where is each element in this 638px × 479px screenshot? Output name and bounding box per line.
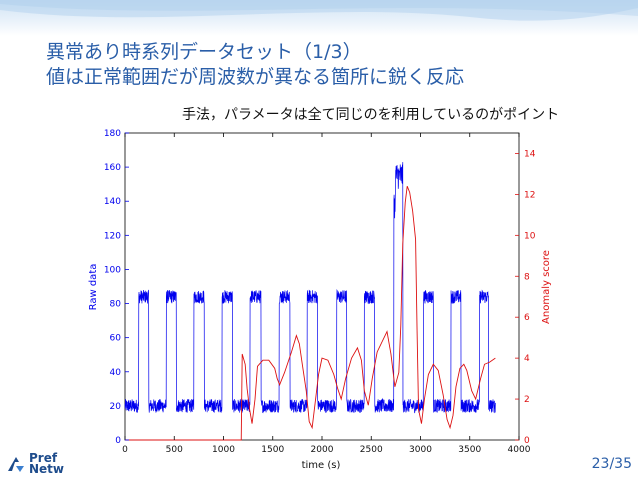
logo-text-line-2: Netw: [29, 462, 65, 476]
slide-title-line-2: 値は正常範囲だが周波数が異なる箇所に鋭く反応: [46, 66, 465, 88]
x-tick-label: 3000: [409, 445, 432, 455]
company-logo: Pref Netw: [6, 452, 64, 476]
left-y-tick-label: 140: [104, 197, 121, 207]
anomaly-score-series: [125, 186, 496, 441]
left-y-tick-label: 20: [110, 402, 122, 412]
left-y-axis-ticks: 0 20 40 60 80 100 120 140 160 180: [104, 129, 129, 446]
slide-title: 異常あり時系列データセット（1/3） 値は正常範囲だが周波数が異なる箇所に鋭く反…: [46, 40, 464, 90]
logo-text: Pref Netw: [29, 451, 65, 476]
x-axis-ticks: 0 500 1000 1500 2000 2500 3000 3500 4000: [122, 133, 531, 455]
header-band: [0, 0, 638, 36]
left-y-tick-label: 60: [110, 334, 122, 344]
page-number: 23/35: [591, 456, 632, 472]
x-tick-label: 0: [122, 445, 128, 455]
x-tick-label: 1000: [212, 445, 235, 455]
x-tick-label: 1500: [261, 445, 284, 455]
right-y-axis-ticks: 0 2 4 6 8 10 12 14: [515, 149, 536, 446]
left-y-tick-label: 180: [104, 129, 121, 139]
right-y-tick-label: 4: [524, 354, 530, 364]
right-y-axis-label: Anomaly score: [541, 250, 552, 324]
left-y-tick-label: 40: [110, 368, 122, 378]
right-y-tick-label: 0: [524, 436, 530, 446]
left-y-tick-label: 160: [104, 163, 121, 173]
left-y-tick-label: 0: [115, 436, 121, 446]
x-tick-label: 2500: [360, 445, 383, 455]
slide-subtitle: 手法，パラメータは全て同じのを利用しているのがポイント: [182, 107, 560, 123]
logo-text-line-1: Pref: [29, 451, 58, 465]
x-tick-label: 3500: [458, 445, 481, 455]
left-y-axis-label: Raw data: [88, 264, 99, 311]
header-wave-decoration: [0, 0, 638, 21]
right-y-tick-label: 12: [524, 190, 535, 200]
right-y-tick-label: 6: [524, 313, 530, 323]
left-y-tick-label: 100: [104, 265, 121, 275]
left-y-tick-label: 120: [104, 231, 121, 241]
x-axis-label: time (s): [302, 460, 341, 471]
slide-title-line-1: 異常あり時系列データセット（1/3）: [46, 41, 362, 63]
plot-frame: [124, 132, 520, 441]
right-y-tick-label: 14: [524, 149, 536, 159]
raw-data-series: [124, 162, 496, 414]
x-tick-label: 4000: [508, 445, 531, 455]
anomaly-score-line: [125, 186, 496, 441]
left-y-tick-label: 80: [110, 300, 122, 310]
x-tick-label: 2000: [311, 445, 334, 455]
right-y-tick-label: 8: [524, 272, 530, 282]
plot-border: [124, 132, 520, 441]
right-y-tick-label: 10: [524, 231, 536, 241]
raw-data-line: [124, 162, 496, 414]
x-tick-label: 500: [166, 445, 183, 455]
logo-mark-icon: [8, 457, 24, 472]
right-y-tick-label: 2: [524, 395, 530, 405]
